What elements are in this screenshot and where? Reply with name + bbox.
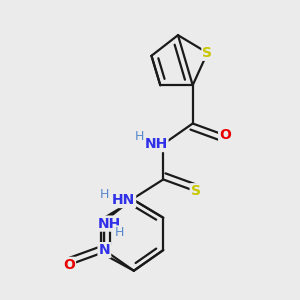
Text: H: H <box>100 188 109 201</box>
Text: NH: NH <box>98 217 121 231</box>
Text: S: S <box>202 46 212 60</box>
Text: HN: HN <box>112 193 135 207</box>
Text: H: H <box>135 130 144 143</box>
Text: O: O <box>63 258 75 272</box>
Text: N: N <box>98 243 110 257</box>
Text: O: O <box>219 128 231 142</box>
Text: NH: NH <box>144 137 167 151</box>
Text: H: H <box>114 226 124 239</box>
Text: S: S <box>190 184 201 198</box>
